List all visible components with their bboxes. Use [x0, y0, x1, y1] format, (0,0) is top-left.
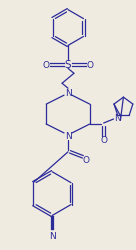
Text: N: N — [49, 231, 55, 240]
Text: O: O — [86, 60, 93, 70]
Text: O: O — [100, 136, 107, 145]
Text: N: N — [114, 113, 121, 122]
Text: S: S — [65, 60, 71, 70]
Text: N: N — [65, 132, 71, 141]
Text: N: N — [65, 88, 71, 97]
Text: O: O — [82, 156, 89, 165]
Text: O: O — [43, 60, 50, 70]
